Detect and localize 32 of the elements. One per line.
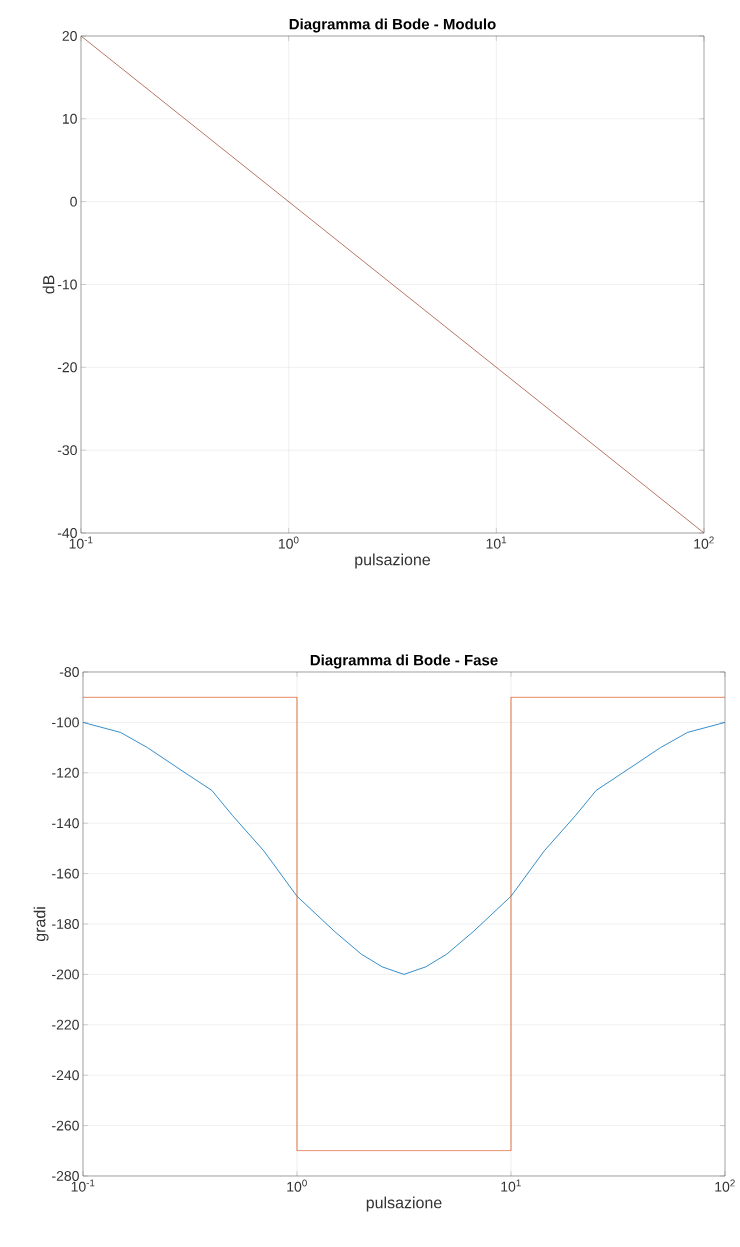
y-tick-label: -160 xyxy=(52,868,79,879)
y-tick-label: -40 xyxy=(57,528,77,538)
y-tick-label: -100 xyxy=(52,717,79,728)
x-tick-label: 10$^{1}$ xyxy=(501,1179,521,1192)
x-tick-label: 10$^{0}$ xyxy=(278,536,299,549)
x-tick-label: 10$^{0}$ xyxy=(287,1179,307,1192)
y-tick-label: -260 xyxy=(52,1120,79,1131)
y-tick-label: 20 xyxy=(62,31,77,41)
y-axis-title: gradi xyxy=(33,907,49,942)
x-axis-title: pulsazione xyxy=(355,553,431,569)
y-tick-label: -20 xyxy=(57,362,77,373)
y-tick-label: -180 xyxy=(52,919,79,929)
y-tick-label: -30 xyxy=(57,445,77,456)
y-tick-label: -240 xyxy=(52,1070,79,1081)
y-tick-label: 10 xyxy=(62,113,77,124)
y-axis-title: dB xyxy=(42,275,55,294)
chart-title: Diagramma di Bode - Modulo xyxy=(289,18,496,33)
x-tick-label: 10$^{-1}$ xyxy=(71,1179,95,1192)
x-tick-label: 10$^{-1}$ xyxy=(69,536,93,549)
y-tick-label: -200 xyxy=(52,969,79,980)
y-tick-label: -120 xyxy=(52,767,79,778)
y-tick-label: 0 xyxy=(70,196,77,207)
y-tick-label: -220 xyxy=(52,1019,79,1030)
x-tick-label: 10$^{2}$ xyxy=(694,536,714,549)
x-tick-label: 10$^{1}$ xyxy=(486,536,507,549)
y-tick-label: -280 xyxy=(52,1171,79,1181)
x-tick-label: 10$^{2}$ xyxy=(715,1179,735,1192)
chart-title: Diagramma di Bode - Fase xyxy=(310,654,498,669)
x-axis-title: pulsazione xyxy=(366,1196,442,1212)
y-tick-label: -80 xyxy=(59,667,79,677)
y-tick-label: -10 xyxy=(57,279,77,290)
y-tick-label: -140 xyxy=(52,818,79,829)
